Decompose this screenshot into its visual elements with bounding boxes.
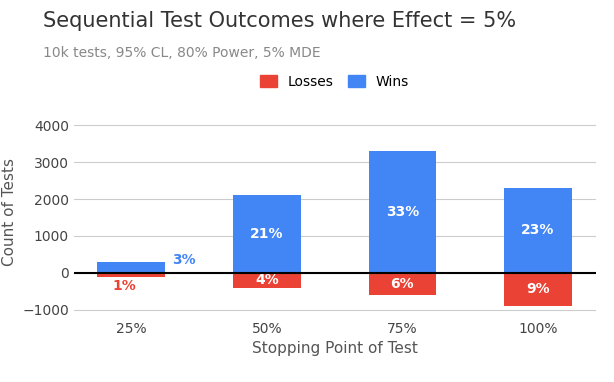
Bar xyxy=(233,196,301,273)
Text: 9%: 9% xyxy=(526,282,550,296)
Bar xyxy=(98,262,165,273)
Bar xyxy=(233,273,301,288)
Text: 10k tests, 95% CL, 80% Power, 5% MDE: 10k tests, 95% CL, 80% Power, 5% MDE xyxy=(43,46,321,60)
Y-axis label: Count of Tests: Count of Tests xyxy=(1,158,17,266)
Text: 4%: 4% xyxy=(255,273,279,287)
Text: Sequential Test Outcomes where Effect = 5%: Sequential Test Outcomes where Effect = … xyxy=(43,11,516,31)
Text: 21%: 21% xyxy=(250,227,284,241)
Text: 6%: 6% xyxy=(391,277,414,291)
Bar xyxy=(368,151,437,273)
Text: 33%: 33% xyxy=(386,205,419,219)
Text: 23%: 23% xyxy=(521,223,554,238)
Bar xyxy=(368,273,437,295)
Bar xyxy=(504,273,572,306)
X-axis label: Stopping Point of Test: Stopping Point of Test xyxy=(252,342,418,356)
Text: 3%: 3% xyxy=(172,253,196,267)
Bar xyxy=(98,273,165,277)
Bar xyxy=(504,188,572,273)
Text: 1%: 1% xyxy=(112,279,136,293)
Legend: Losses, Wins: Losses, Wins xyxy=(254,68,416,96)
